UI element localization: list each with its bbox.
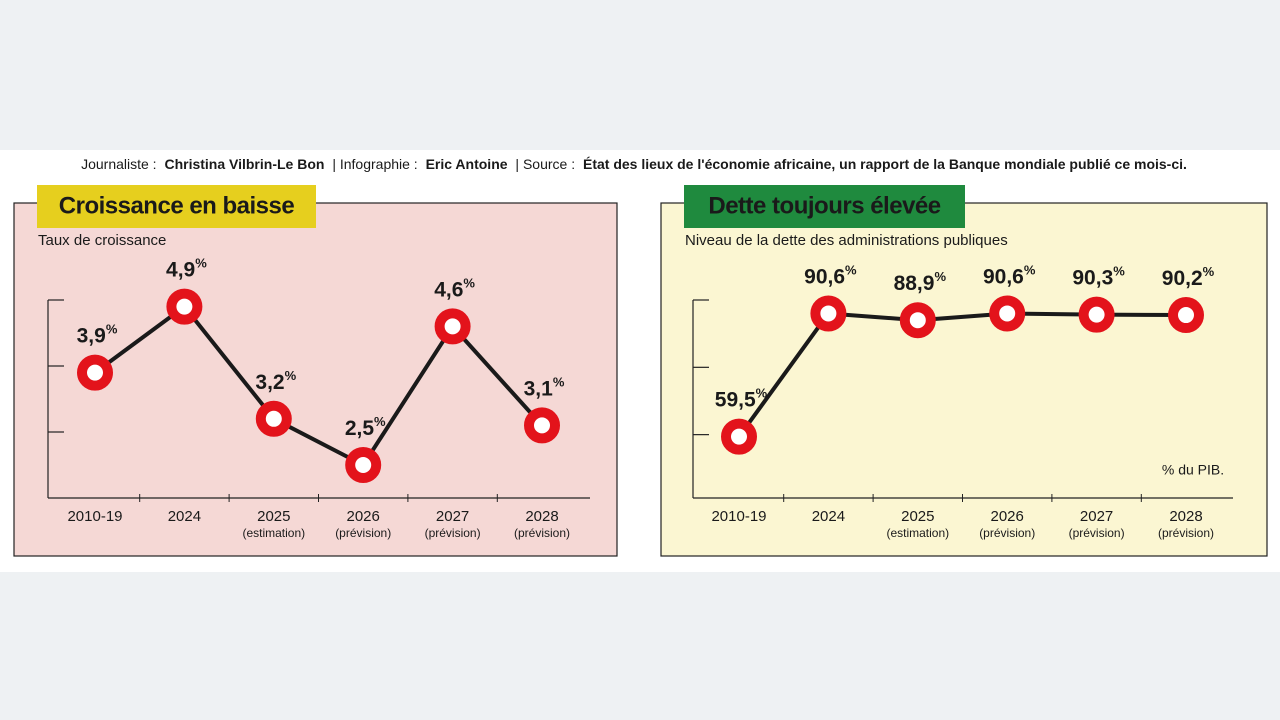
credit-label: Journaliste : [81, 156, 156, 172]
x-tick-label: 2028 [1169, 508, 1202, 525]
data-label: 90,3% [1072, 264, 1125, 289]
data-label: 88,9% [894, 270, 947, 295]
x-tick-note: (prévision) [1069, 526, 1125, 540]
panel [13, 202, 618, 557]
data-label-unit: % [1203, 264, 1215, 279]
data-label: 2,5% [345, 414, 386, 439]
chart-title: Croissance en baisse [59, 192, 295, 219]
data-point [721, 418, 757, 455]
x-tick-label: 2027 [1080, 508, 1113, 525]
data-point [166, 288, 203, 325]
x-tick-note: (prévision) [425, 526, 481, 540]
data-label-number: 90,6 [804, 265, 845, 288]
credit-label: | Infographie : [332, 156, 417, 172]
title-badge [684, 185, 965, 228]
x-tick-note: (prévision) [514, 526, 570, 540]
chart-title: Dette toujours élevée [708, 192, 940, 219]
x-tick-label: 2024 [168, 508, 201, 525]
data-label-unit: % [106, 322, 118, 337]
data-label: 59,5% [715, 386, 768, 411]
x-tick-note: (estimation) [886, 526, 949, 540]
title-badge [37, 185, 316, 228]
data-label-number: 3,1 [524, 377, 554, 400]
data-label-unit: % [553, 375, 565, 390]
data-point [255, 400, 292, 437]
data-label-unit: % [1113, 264, 1125, 279]
data-label-unit: % [845, 263, 857, 278]
data-label-number: 2,5 [345, 417, 375, 440]
x-tick-label: 2028 [525, 508, 558, 525]
data-line [93, 304, 544, 467]
data-label-unit: % [374, 414, 386, 429]
panel [660, 202, 1268, 557]
data-label: 3,9% [77, 322, 118, 347]
data-label-number: 4,6 [434, 278, 463, 301]
x-tick-label: 2024 [812, 508, 845, 525]
data-label-number: 90,6 [983, 265, 1024, 288]
data-label-unit: % [195, 256, 207, 271]
chart-subtitle: Taux de croissance [38, 232, 166, 249]
data-point [1078, 296, 1115, 333]
x-tick-label: 2025 [901, 508, 934, 525]
data-label-number: 90,3 [1072, 266, 1113, 289]
data-label: 90,2% [1162, 264, 1215, 289]
x-tick-note: (prévision) [1158, 526, 1214, 540]
x-tick-note: (prévision) [979, 526, 1035, 540]
data-point [77, 354, 113, 391]
data-label-number: 90,2 [1162, 267, 1203, 290]
data-label-number: 59,5 [715, 388, 756, 411]
data-label-unit: % [285, 368, 297, 383]
data-label-unit: % [756, 386, 768, 401]
data-label: 3,1% [524, 375, 565, 400]
x-tick-note: (prévision) [335, 526, 391, 540]
data-point [810, 295, 847, 332]
credits: Journaliste : Christina Vilbrin-Le Bon |… [81, 156, 1187, 172]
x-tick-label: 2010-19 [67, 508, 122, 525]
x-tick-label: 2026 [347, 508, 380, 525]
data-label-unit: % [1024, 263, 1036, 278]
credit-name: Eric Antoine [426, 156, 508, 172]
x-tick-label: 2026 [991, 508, 1024, 525]
data-point [524, 407, 560, 444]
data-point [345, 447, 382, 483]
data-point [434, 308, 471, 345]
credit-name: Christina Vilbrin-Le Bon [164, 156, 324, 172]
chart-subtitle: Niveau de la dette des administrations p… [685, 232, 1008, 249]
data-label-number: 3,9 [77, 324, 106, 347]
credit-label: | Source : [515, 156, 575, 172]
data-label: 90,6% [804, 263, 857, 288]
data-point [899, 302, 936, 339]
credit-name: État des lieux de l'économie africaine, … [583, 156, 1187, 172]
data-label: 4,9% [166, 256, 207, 281]
data-point [1168, 297, 1204, 334]
data-point [989, 295, 1026, 332]
data-label: 4,6% [434, 276, 475, 301]
data-label: 3,2% [255, 368, 296, 393]
x-tick-label: 2027 [436, 508, 469, 525]
data-label-number: 3,2 [255, 370, 284, 393]
x-tick-label: 2010-19 [711, 508, 766, 525]
x-tick-note: (estimation) [242, 526, 305, 540]
data-label-unit: % [463, 276, 475, 291]
note: % du PIB. [1162, 462, 1224, 478]
data-label-number: 88,9 [894, 272, 935, 295]
data-label-unit: % [934, 270, 946, 285]
data-label: 90,6% [983, 263, 1036, 288]
x-tick-label: 2025 [257, 508, 290, 525]
data-label-number: 4,9 [166, 258, 195, 281]
